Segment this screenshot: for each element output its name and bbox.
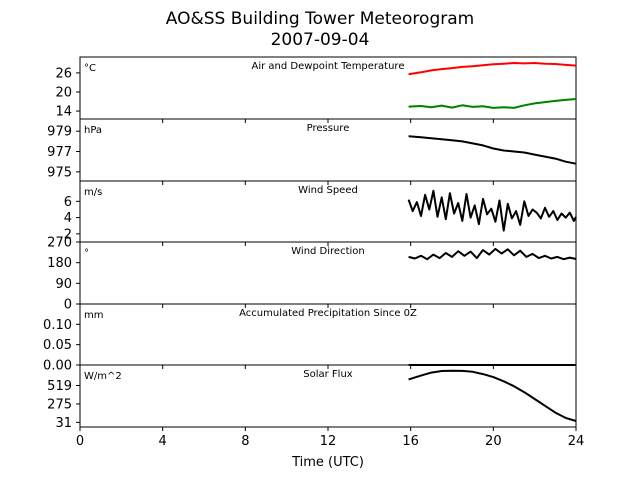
x-tick-label: 24 (568, 434, 585, 449)
series-line-solar_flux (408, 369, 577, 422)
y-tick-label: 275 (47, 397, 72, 412)
y-tick-label: 0.00 (43, 359, 72, 374)
panel-3: 246 m/s Wind Speed (64, 180, 577, 246)
panel-6: 31 275 519 W/m^2 Solar Flux (47, 364, 577, 431)
panel-title: Solar Flux (303, 369, 353, 380)
panel-unit-label: hPa (84, 125, 102, 136)
panel-title: Pressure (307, 123, 350, 134)
y-tick-label: 519 (47, 379, 72, 394)
y-tick-label: 0.10 (43, 318, 72, 333)
y-tick-label: 975 (47, 165, 72, 180)
panel-2: 975 977 979 hPa Pressure (47, 118, 577, 185)
x-tick-label: 16 (402, 434, 419, 449)
y-tick-label: 20 (55, 85, 72, 100)
panel-title: Accumulated Precipitation Since 0Z (239, 308, 417, 319)
panel-5: 0.00 0.05 0.10 mm Accumulated Precipitation … (43, 303, 577, 374)
series-line-wind_speed (407, 189, 577, 232)
y-tick-label: 4 (64, 211, 72, 226)
panel-unit-label: m/s (84, 187, 102, 198)
figure-title-line2: 2007-09-04 (271, 30, 370, 50)
panel-title: Wind Direction (291, 246, 365, 257)
panel-1: 14 20 26 °C Air and Dewpoint Temperature (55, 56, 577, 123)
y-tick-label: 977 (47, 145, 72, 160)
series-line-dew (408, 98, 577, 109)
x-tick-label: 20 (485, 434, 502, 449)
series-line-air (408, 62, 577, 76)
x-tick-label: 4 (159, 434, 167, 449)
y-tick-label: 14 (55, 105, 72, 120)
x-tick-label: 12 (320, 434, 337, 449)
panel-title: Air and Dewpoint Temperature (252, 61, 405, 72)
panel-unit-label: W/m^2 (84, 371, 122, 382)
panel-title: Wind Speed (298, 185, 358, 196)
y-tick-label: 90 (55, 277, 72, 292)
x-tick-label: 8 (241, 434, 249, 449)
y-tick-label: 180 (47, 256, 72, 271)
panel-unit-label: ° (84, 248, 89, 259)
y-tick-label: 26 (55, 66, 72, 81)
y-tick-label: 270 (47, 236, 72, 251)
y-tick-label: 31 (55, 416, 72, 431)
panel-4: 0 90 180 270 ° Wind Direction (47, 236, 577, 313)
panel-unit-label: mm (84, 310, 103, 321)
y-tick-label: 0.05 (43, 338, 72, 353)
x-axis-label: Time (UTC) (291, 455, 364, 470)
figure-title-line1: AO&SS Building Tower Meteorogram (166, 9, 474, 29)
y-tick-label: 979 (47, 125, 72, 140)
y-tick-label: 6 (64, 195, 72, 210)
x-axis: 0 4 8 12 16 20 24 (76, 434, 584, 449)
series-line-pressure (408, 135, 577, 165)
y-tick-label: 2 (64, 227, 72, 242)
panel-unit-label: °C (84, 63, 96, 74)
x-tick-label: 0 (76, 434, 84, 449)
series-line-wind_direction (408, 247, 577, 261)
y-tick-label: 0 (64, 298, 72, 313)
